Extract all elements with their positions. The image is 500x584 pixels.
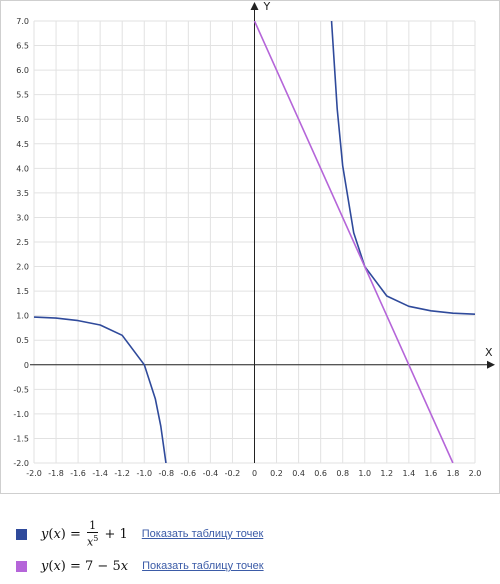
x-tick-label: -1.6 <box>70 469 86 478</box>
legend-item-reciprocal: y(x) = 1 x5 + 1 Показать таблицу точек <box>10 518 264 549</box>
legend-swatch-linear <box>16 560 27 572</box>
y-tick-label: 0.5 <box>16 336 29 345</box>
x-tick-label: -1.2 <box>114 469 130 478</box>
legend-item-linear: y(x) = 7 − 5x Показать таблицу точек <box>10 553 264 579</box>
y-tick-label: 5.5 <box>16 91 29 100</box>
x-axis-label: X <box>485 346 493 359</box>
x-tick-label: 0.8 <box>336 469 349 478</box>
series-2-branch-1-line <box>253 21 454 463</box>
x-tick-label: -0.4 <box>203 469 219 478</box>
legend-swatch-reciprocal <box>16 528 27 540</box>
y-tick-label: -1.5 <box>13 434 29 443</box>
series-1-branch-1-line <box>34 316 167 463</box>
y-tick-label: -0.5 <box>13 385 29 394</box>
x-tick-label: 1.4 <box>402 469 415 478</box>
legend-formula-linear: y(x) = 7 − 5x <box>41 558 129 574</box>
y-tick-label: 3.0 <box>16 213 29 222</box>
x-tick-label: 1.8 <box>447 469 460 478</box>
y-tick-label: 0 <box>24 361 29 370</box>
y-tick-label: 3.5 <box>16 189 29 198</box>
x-tick-label: -1.0 <box>136 469 152 478</box>
x-tick-label: 2.0 <box>469 469 482 478</box>
y-tick-label: 2.0 <box>16 263 29 272</box>
x-tick-label: 0.2 <box>270 469 283 478</box>
x-tick-label: -2.0 <box>26 469 42 478</box>
y-tick-label: -1.0 <box>13 410 29 419</box>
y-tick-label: 1.0 <box>16 312 29 321</box>
y-tick-label: 4.0 <box>16 164 29 173</box>
y-axis-arrow-icon <box>250 2 259 10</box>
x-tick-label: -0.8 <box>158 469 174 478</box>
x-axis-arrow-icon <box>487 360 495 369</box>
y-tick-label: 5.0 <box>16 115 29 124</box>
show-points-table-link-2[interactable]: Показать таблицу точек <box>142 560 264 572</box>
y-tick-label: 7.0 <box>16 17 29 26</box>
x-tick-label: -0.6 <box>181 469 197 478</box>
show-points-table-link-1[interactable]: Показать таблицу точек <box>141 528 264 540</box>
x-tick-label: -1.8 <box>48 469 64 478</box>
x-tick-label: 0.6 <box>314 469 327 478</box>
y-axis-label: Y <box>263 0 271 13</box>
function-graph: X Y -2.0 -1.8 -1.6 -1.4 -1.2 -1.0 -0.8 -0.6 -0.4 -0… <box>13 0 495 478</box>
x-tick-label: 1.2 <box>380 469 393 478</box>
y-tick-label: 2.5 <box>16 238 29 247</box>
x-tick-label: 1.6 <box>425 469 438 478</box>
x-tick-label: 0.4 <box>292 469 305 478</box>
x-tick-label: 0 <box>252 469 257 478</box>
x-tick-label: 1.0 <box>358 469 371 478</box>
y-tick-label: 4.5 <box>16 140 29 149</box>
y-tick-label: -2.0 <box>13 459 29 468</box>
x-tick-label: -1.4 <box>92 469 108 478</box>
y-tick-label: 6.5 <box>16 42 29 51</box>
legend-formula-reciprocal: y(x) = 1 x5 + 1 <box>41 518 128 549</box>
y-tick-label: 1.5 <box>16 287 29 296</box>
y-tick-label: 6.0 <box>16 66 29 75</box>
x-tick-label: -0.2 <box>225 469 241 478</box>
